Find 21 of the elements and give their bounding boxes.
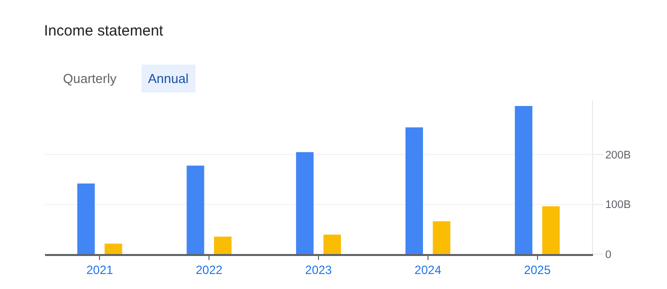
bar (542, 206, 560, 254)
y-tick-label: 0 (605, 248, 612, 261)
text: Quarterly (63, 71, 117, 86)
text: Annual (148, 71, 189, 86)
x-tick-label: 2024 (414, 263, 442, 278)
bar (432, 221, 450, 254)
bar (296, 152, 314, 254)
bar (514, 106, 532, 254)
y-tick-label: 200B (605, 150, 631, 162)
bar (186, 166, 204, 254)
y-tick-label: 100B (605, 199, 631, 212)
bar (323, 234, 341, 254)
bar (77, 183, 95, 254)
bar (214, 236, 232, 254)
bar (405, 127, 423, 254)
x-tick-label: 2022 (196, 263, 223, 278)
x-tick-label: 2025 (524, 263, 551, 278)
x-tick-label: 2021 (86, 263, 114, 278)
x-tick-label: 2023 (305, 263, 332, 278)
bar (104, 244, 122, 254)
chart-title: Income statement (44, 22, 164, 40)
